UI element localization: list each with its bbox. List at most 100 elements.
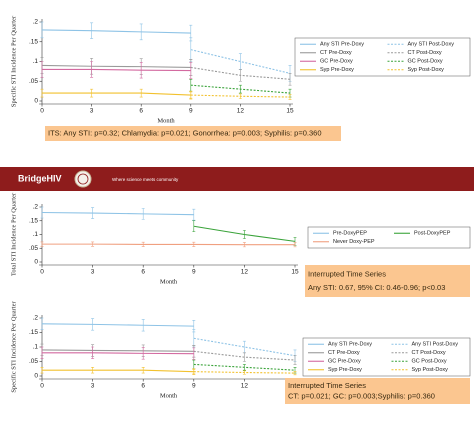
error-bar — [141, 208, 145, 220]
legend-label: CT Post-Doxy — [412, 350, 446, 356]
y-tick-label: .1 — [33, 231, 39, 238]
x-tick-label: 6 — [141, 269, 145, 276]
error-bar — [40, 88, 44, 98]
banner-tagline: Where science meets community — [112, 177, 179, 182]
error-bar — [189, 91, 193, 99]
note-box — [45, 126, 341, 141]
x-tick-label: 9 — [192, 269, 196, 276]
x-axis-title: Month — [160, 392, 178, 399]
y-axis-title: Specific STI Incidence Per Quarter — [10, 301, 17, 393]
error-bar — [139, 23, 143, 41]
error-bar — [91, 346, 95, 359]
legend-label: GC Post-Doxy — [412, 359, 447, 365]
error-bar — [40, 241, 44, 247]
legend-label: Post-DoxyPEP — [414, 231, 451, 237]
error-bar — [40, 21, 44, 39]
error-bar — [192, 347, 196, 360]
legend-label: Any STI Pre-Doxy — [328, 342, 372, 348]
legend-label: Syp Pre-Doxy — [328, 367, 362, 373]
error-bar — [293, 371, 297, 376]
error-bar — [293, 355, 297, 365]
legend-label: Any STI Pre-Doxy — [320, 42, 364, 48]
banner-logo — [74, 170, 92, 188]
error-bar — [40, 61, 44, 78]
error-bar — [40, 367, 44, 374]
legend-label: CT Pre-Doxy — [328, 350, 360, 356]
error-bar — [242, 364, 246, 371]
x-tick-label: 3 — [91, 269, 95, 276]
error-bar — [242, 352, 246, 362]
legend-label: GC Post-Doxy — [408, 59, 443, 65]
error-bar — [90, 88, 94, 98]
y-tick-label: 0 — [34, 373, 38, 380]
legend-label: Never Doxy-PEP — [333, 239, 375, 245]
legend-label: CT Pre-Doxy — [320, 50, 352, 56]
legend-label: Syp Pre-Doxy — [320, 67, 354, 73]
y-tick-label: .05 — [29, 358, 38, 365]
x-tick-label: 15 — [291, 269, 299, 276]
note-title: Interrupted Time Series — [288, 381, 366, 390]
y-axis-title: Total STI Incidence Per Quarter — [10, 192, 17, 276]
legend-box — [294, 37, 471, 77]
note-box — [285, 378, 470, 404]
error-bar — [141, 241, 145, 247]
y-tick-label: .05 — [29, 78, 38, 85]
error-bar — [90, 22, 94, 39]
series-line — [41, 64, 191, 68]
y-tick-label: .2 — [33, 19, 39, 26]
y-tick-label: .15 — [29, 217, 38, 224]
error-bar — [139, 88, 143, 98]
series-line — [41, 29, 191, 34]
y-tick-label: .05 — [29, 245, 38, 252]
legend-label: Syp Post-Doxy — [412, 367, 449, 373]
error-bar — [91, 241, 95, 247]
series-line — [41, 323, 194, 327]
error-bar — [192, 241, 196, 247]
legend-label: GC Pre-Doxy — [320, 59, 353, 65]
note-text: ITS: Any STI: p=0.32; Chlamydia: p=0.021… — [48, 128, 322, 137]
banner — [0, 167, 474, 191]
y-tick-label: 0 — [34, 98, 38, 105]
series-line — [42, 369, 194, 373]
x-tick-label: 9 — [189, 108, 193, 115]
error-bar — [40, 317, 44, 330]
legend-box — [302, 337, 471, 377]
series-line — [42, 68, 191, 72]
note-title: Interrupted Time Series — [308, 270, 386, 279]
x-tick-label: 3 — [90, 108, 94, 115]
legend-box — [307, 226, 471, 249]
error-bar — [288, 94, 292, 100]
legend-label: CT Post-Doxy — [408, 50, 442, 56]
error-bar — [141, 367, 145, 374]
error-bar — [238, 93, 242, 99]
x-tick-label: 0 — [40, 383, 44, 390]
x-tick-label: 3 — [91, 383, 95, 390]
legend-label: Syp Post-Doxy — [408, 67, 445, 73]
series-line — [41, 211, 194, 216]
note-text: Any STI: 0.67, 95% CI: 0.46-0.96; p<0.03 — [308, 283, 445, 292]
error-bar — [40, 346, 44, 359]
y-axis-title: Specific STI Incidence Per Quarter — [10, 15, 17, 107]
error-bar — [238, 69, 242, 82]
x-tick-label: 0 — [40, 108, 44, 115]
x-tick-label: 12 — [241, 269, 249, 276]
x-axis-title: Month — [160, 278, 178, 285]
legend-label: Any STI Post-Doxy — [412, 342, 459, 348]
error-bar — [91, 207, 95, 219]
series-line — [42, 352, 194, 355]
x-axis-title: Month — [157, 117, 175, 124]
error-bar — [192, 220, 196, 233]
y-tick-label: .1 — [33, 344, 39, 351]
error-bar — [139, 61, 143, 79]
series-line — [42, 92, 191, 96]
series-line — [193, 337, 296, 357]
error-bar — [192, 369, 196, 375]
banner-brand: BridgeHIV — [18, 173, 62, 183]
x-tick-label: 9 — [192, 383, 196, 390]
error-bar — [91, 367, 95, 374]
error-bar — [242, 242, 246, 248]
error-bar — [90, 61, 94, 78]
x-tick-label: 6 — [139, 108, 143, 115]
error-bar — [293, 242, 297, 248]
